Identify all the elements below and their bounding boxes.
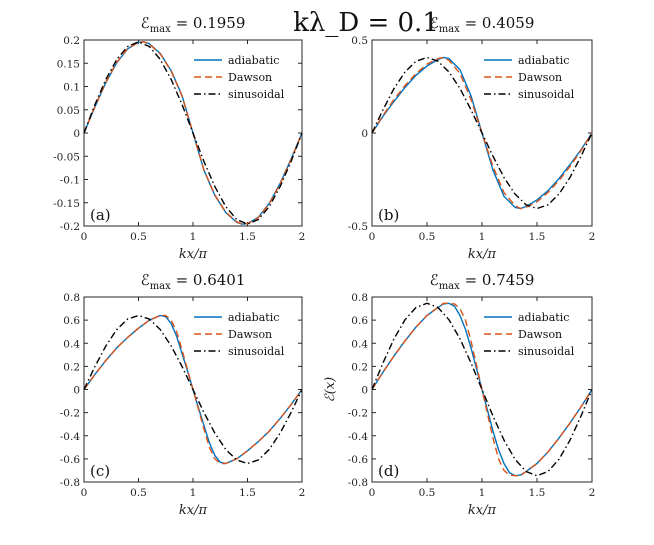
y-tick-label: -0.4 (348, 431, 369, 443)
x-tick-label: 2 (589, 231, 596, 243)
legend-label-Dawson: Dawson (518, 71, 562, 84)
y-tick-label: 0.2 (351, 361, 368, 373)
x-tick-label: 0 (81, 487, 88, 499)
x-tick-label: 1 (479, 487, 486, 499)
y-tick-label: -0.2 (60, 408, 80, 420)
x-axis-label: kx/π (468, 503, 497, 518)
panels: 0 0.5 1 1.5 2 -0.2 -0.15 -0.1 -0.05 0 0.05 0.1 0.15 0… (53, 14, 595, 518)
y-tick-label: 0 (361, 128, 368, 140)
chart-panel-2: 0 0.5 1 1.5 2-0.500.5adiabaticDawsonsinusoid… (348, 14, 596, 262)
panel-label: (c) (90, 462, 110, 480)
x-tick-label: 0 (81, 231, 88, 243)
y-tick-label: 0.15 (57, 58, 80, 70)
legend-label-sinusoidal: sinusoidal (228, 88, 285, 101)
y-tick-label: -0.2 (60, 221, 80, 233)
legend-label-Dawson: Dawson (518, 328, 562, 341)
legend-label-adiabatic: adiabatic (518, 311, 569, 324)
y-tick-label: 0.05 (57, 105, 80, 117)
legend-label-adiabatic: adiabatic (518, 54, 569, 67)
panel-label: (b) (378, 206, 399, 224)
legend-label-Dawson: Dawson (228, 328, 272, 341)
y-tick-label: -0.8 (348, 477, 368, 489)
y-tick-label: -0.15 (53, 198, 80, 210)
y-tick-label: 0.6 (63, 315, 80, 327)
y-tick-label: 0.2 (63, 35, 80, 47)
panel-label: (d) (378, 462, 399, 480)
legend-label-sinusoidal: sinusoidal (228, 345, 285, 358)
y-tick-label: 0.8 (351, 292, 368, 304)
legend-label-Dawson: Dawson (228, 71, 272, 84)
series-line-sinusoidal (371, 302, 593, 477)
panel-title: ℰmax = 0.6401 (141, 271, 246, 292)
y-tick-label: 0.5 (351, 35, 368, 47)
y-tick-label: 0.8 (63, 292, 80, 304)
y-tick-label: 0.1 (63, 82, 80, 94)
x-tick-label: 0 (369, 231, 376, 243)
x-tick-label: 2 (299, 231, 306, 243)
y-tick-label: -0.2 (348, 408, 368, 420)
x-tick-label: 1 (190, 487, 197, 499)
x-axis-label: kx/π (179, 503, 208, 518)
y-tick-label: -0.6 (60, 454, 81, 466)
y-tick-label: 0 (361, 385, 368, 397)
x-tick-label: 1 (190, 231, 197, 243)
y-tick-label: 0 (73, 128, 80, 140)
x-tick-label: 0.5 (130, 487, 147, 499)
legend-label-adiabatic: adiabatic (228, 311, 279, 324)
x-tick-label: 1 (479, 231, 486, 243)
panel-title: ℰmax = 0.7459 (430, 271, 535, 292)
x-tick-label: 1.5 (239, 487, 256, 499)
panel-title: ℰmax = 0.1959 (141, 14, 246, 35)
x-tick-label: 1.5 (529, 487, 546, 499)
legend-label-sinusoidal: sinusoidal (518, 88, 575, 101)
y-tick-label: -0.05 (53, 151, 80, 163)
y-tick-label: -0.5 (348, 221, 368, 233)
x-tick-label: 2 (589, 487, 596, 499)
y-tick-label: -0.4 (60, 431, 81, 443)
legend-label-adiabatic: adiabatic (228, 54, 279, 67)
y-tick-label: 0.4 (351, 338, 368, 350)
y-tick-label: -0.6 (348, 454, 369, 466)
suptitle: kλ_D = 0.1 (293, 8, 439, 38)
x-tick-label: 2 (299, 487, 306, 499)
x-axis-label: kx/π (468, 247, 497, 262)
x-tick-label: 0.5 (130, 231, 147, 243)
y-tick-label: 0 (73, 385, 80, 397)
y-tick-label: 0.4 (63, 338, 80, 350)
y-axis-label: ℰ(x) (323, 377, 338, 402)
chart-panel-3: 0 0.5 1 1.5 2 -0.8 -0.6 -0.4 -0.2 0 0.2 0.4 0.6 0.8 ad… (60, 271, 306, 518)
series-line-sinusoidal (83, 314, 303, 465)
y-tick-label: -0.1 (60, 175, 80, 187)
x-tick-label: 0.5 (419, 487, 436, 499)
y-tick-label: -0.8 (60, 477, 80, 489)
series-line-sinusoidal (83, 41, 303, 225)
panel-label: (a) (90, 206, 111, 224)
panel-title: ℰmax = 0.4059 (430, 14, 535, 35)
x-axis-label: kx/π (179, 247, 208, 262)
x-tick-label: 1.5 (529, 231, 546, 243)
series-line-Dawson (371, 302, 593, 477)
x-tick-label: 0 (369, 487, 376, 499)
chart-panel-1: 0 0.5 1 1.5 2 -0.2 -0.15 -0.1 -0.05 0 0.05 0.1 0.15 0… (53, 14, 305, 262)
y-tick-label: 0.6 (351, 315, 368, 327)
x-tick-label: 0.5 (419, 231, 436, 243)
x-tick-label: 1.5 (239, 231, 256, 243)
chart-panel-4: 0 0.5 1 1.5 2 -0.8 -0.6 -0.4 -0.2 0 0.2 0.4 0.6 0.8 ad… (323, 271, 595, 518)
series-line-sinusoidal (371, 56, 593, 210)
legend-label-sinusoidal: sinusoidal (518, 345, 575, 358)
y-tick-label: 0.2 (63, 361, 80, 373)
